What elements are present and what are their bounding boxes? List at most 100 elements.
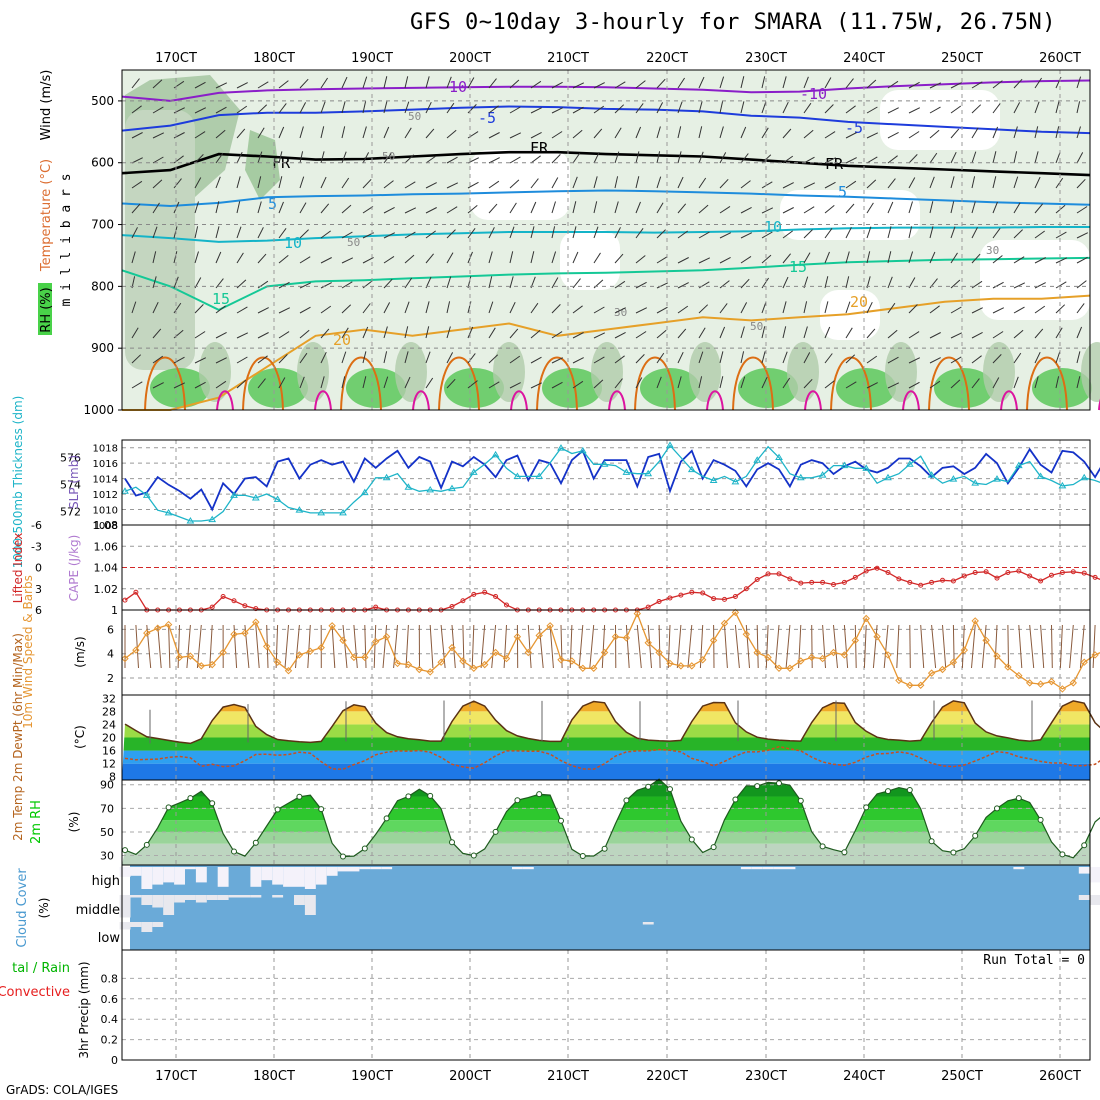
temp-loop-hot-4 [608,390,626,411]
wind-barb [194,251,199,264]
wind-barb [152,301,159,314]
wind-barb [131,251,136,264]
lifted-index-point [471,591,477,597]
wind-barb [803,301,808,314]
wind-barb [992,176,997,189]
wind-speed-point [655,648,663,657]
wind-barb [992,354,1002,364]
wind-barb [971,201,976,214]
wind-barb [908,81,920,89]
wind-barb [236,332,249,339]
wind-barb [551,226,556,239]
wind-barb [446,182,459,189]
wind-barb [698,76,705,89]
wind-barb [551,381,563,389]
wind-barb [1055,204,1066,214]
wind-barb [719,280,730,289]
rh-point [296,793,303,800]
cape-tick: 1 [111,604,118,617]
wind-barb [950,306,962,314]
wind-speed-point [317,643,325,652]
lifted-index-point [852,574,858,580]
temp-contour-15 [121,256,1091,312]
wind-barb [530,251,535,264]
lifted-index-point [809,579,815,585]
wind-barb-10m [284,624,289,669]
precip-tick: 0.2 [101,1034,119,1047]
wind-barb [509,251,514,264]
wind-barb [593,226,599,239]
wind-speed-point [437,658,445,666]
wind-speed-point [502,654,511,663]
wind-barb-10m [1092,624,1096,669]
thickness-marker [317,508,326,516]
x-tick-label-top: 240CT [843,51,885,66]
wind-speed-point [1047,677,1056,686]
wind-barb [929,226,934,239]
wind-barb [341,257,354,264]
wind-barb [194,107,207,114]
wind-barb [782,207,794,214]
y-tick-label: 800 [91,279,114,293]
wind-barb [215,106,227,114]
wind-barb [572,380,584,389]
precip-tick: 0.4 [101,1013,119,1026]
wind-barb [908,177,916,189]
wind-barb [278,103,287,114]
wind-barb [1076,326,1083,339]
lifted-index-point [1016,568,1022,574]
precip-axis-label: 3hr Precip (mm) [77,961,91,1058]
wind-speed-point [731,608,740,617]
wind-barb [131,203,141,214]
rh-low-5 [640,368,700,408]
wind-barb [152,382,164,389]
rh-band [122,796,1090,809]
thickness-marker [971,479,980,486]
wind-barb [782,351,788,364]
temp-loop-hot-5 [706,390,724,411]
wind-barb [383,232,396,239]
wind-barb-10m [342,624,348,669]
run-total-label: Run Total = 0 [983,953,1085,968]
wind-barb [467,157,480,164]
wind-barb [1034,203,1044,214]
slp-tick: 1016 [93,459,118,470]
wind-barb [992,307,1005,314]
x-tick-label-bottom: 170CT [155,1069,197,1084]
cloud-cell-middle [1089,895,1100,905]
wind-barb [971,253,981,264]
thickness-marker [404,483,413,490]
wind-barb [530,226,535,239]
cloud-cell-high [294,867,305,887]
wind-barb [803,326,808,339]
wind-barb [929,332,941,339]
wind-speed-point [829,648,838,657]
wind-barb [740,101,745,114]
rh-point [819,843,826,850]
wind-barb [950,226,956,239]
lifted-index-point [983,569,989,575]
rh-point [318,806,325,813]
wind-barb [194,357,207,364]
wind-barb [992,151,997,164]
wind-barb [236,82,248,89]
wind-barb [698,376,703,389]
contour-label: 5 [268,195,277,213]
wind-speed-point [197,662,206,670]
x-tick-label-top: 220CT [646,51,688,66]
wind-speed-point [1025,679,1034,687]
wind-barb [236,176,241,189]
wind-barb [761,301,767,314]
wind-barb [362,256,374,264]
rh-low-0 [150,368,210,408]
temp-tick: 24 [102,718,116,731]
wind-barb [656,229,666,239]
wind-barb [1034,151,1039,164]
wind-barb-10m [440,624,446,669]
rh-point [449,839,455,846]
wind-barb [1034,376,1039,389]
wind-barb [950,356,962,364]
wind-barb [635,151,640,164]
rh-tick: 50 [100,826,114,839]
rh-point [231,848,237,855]
